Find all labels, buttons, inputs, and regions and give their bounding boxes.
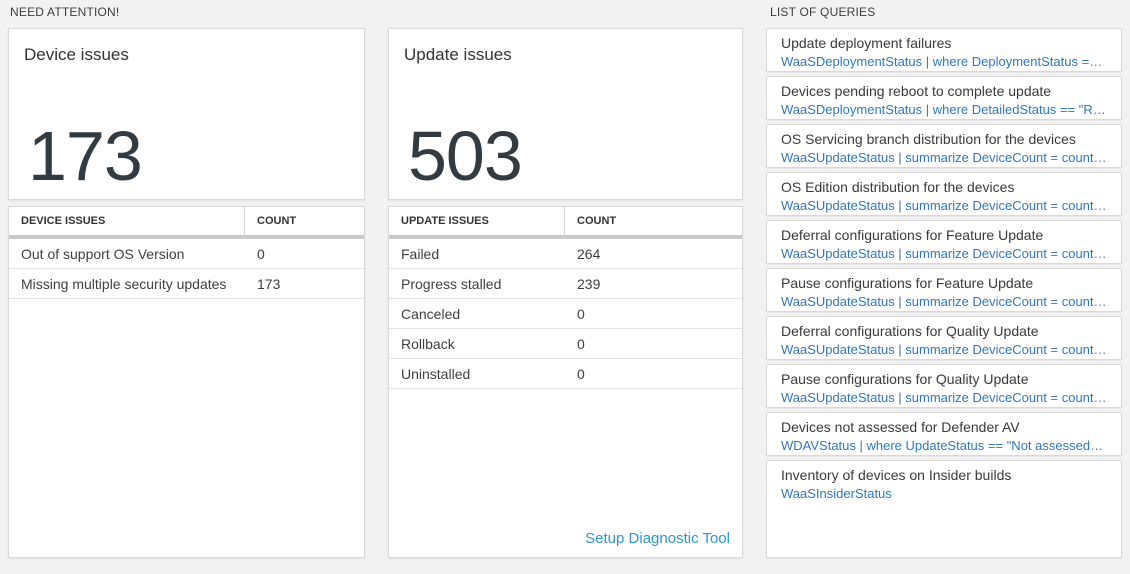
issue-label: Failed [401, 245, 440, 262]
query-code: WaaSUpdateStatus | summarize DeviceCount… [781, 342, 1107, 357]
need-attention-header: NEED ATTENTION! [10, 5, 120, 19]
issue-label: Out of support OS Version [21, 245, 185, 262]
query-title: Deferral configurations for Feature Upda… [781, 227, 1044, 243]
count-col-header: COUNT [577, 215, 617, 227]
query-code: WaaSUpdateStatus | summarize DeviceCount… [781, 246, 1107, 261]
count-col-header: COUNT [257, 215, 297, 227]
issue-label: Progress stalled [401, 275, 502, 292]
table-row[interactable]: Failed 264 [389, 239, 742, 269]
device-issues-col-header: DEVICE ISSUES [9, 207, 245, 235]
issue-label: Canceled [401, 305, 461, 322]
query-title: Devices not assessed for Defender AV [781, 419, 1020, 435]
issue-count: 264 [577, 245, 601, 262]
query-item[interactable]: Update deployment failures WaaSDeploymen… [766, 28, 1122, 72]
query-item[interactable]: Devices not assessed for Defender AV WDA… [766, 412, 1122, 456]
table-row[interactable]: Uninstalled 0 [389, 359, 742, 389]
query-title: Pause configurations for Quality Update [781, 371, 1029, 387]
update-issues-count: 503 [408, 117, 523, 195]
query-item[interactable]: Deferral configurations for Feature Upda… [766, 220, 1122, 264]
update-issues-col-header: UPDATE ISSUES [389, 207, 565, 235]
query-code: WaaSUpdateStatus | summarize DeviceCount… [781, 294, 1107, 309]
issue-count: 173 [257, 275, 281, 292]
table-row[interactable]: Missing multiple security updates 173 [9, 269, 364, 299]
issue-label: Uninstalled [401, 365, 471, 382]
update-issues-table-header: UPDATE ISSUES COUNT [389, 207, 742, 239]
device-issues-title: Device issues [24, 45, 129, 64]
issue-count: 0 [257, 245, 265, 262]
query-title: Pause configurations for Feature Update [781, 275, 1034, 291]
setup-diagnostic-tool-link[interactable]: Setup Diagnostic Tool [585, 530, 730, 547]
query-code: WaaSDeploymentStatus | where DetailedSta… [781, 102, 1107, 117]
query-item[interactable]: OS Edition distribution for the devices … [766, 172, 1122, 216]
query-code: WaaSUpdateStatus | summarize DeviceCount… [781, 150, 1107, 165]
query-list-panel: Update deployment failures WaaSDeploymen… [766, 28, 1122, 558]
issue-count: 0 [577, 305, 585, 322]
device-issues-table: DEVICE ISSUES COUNT Out of support OS Ve… [8, 206, 365, 558]
query-code: WaaSUpdateStatus | summarize DeviceCount… [781, 390, 1107, 405]
issue-count: 0 [577, 365, 585, 382]
device-issues-table-header: DEVICE ISSUES COUNT [9, 207, 364, 239]
update-issues-table: UPDATE ISSUES COUNT Failed 264 Progress … [388, 206, 743, 558]
issue-count: 0 [577, 335, 585, 352]
table-row[interactable]: Out of support OS Version 0 [9, 239, 364, 269]
query-title: OS Servicing branch distribution for the… [781, 131, 1076, 147]
update-issues-tile[interactable]: Update issues 503 [388, 28, 743, 200]
query-title: Update deployment failures [781, 35, 952, 51]
query-code: WaaSInsiderStatus [781, 486, 892, 501]
table-row[interactable]: Progress stalled 239 [389, 269, 742, 299]
device-issues-count: 173 [28, 117, 143, 195]
query-item[interactable]: Inventory of devices on Insider builds W… [766, 460, 1122, 558]
query-title: OS Edition distribution for the devices [781, 179, 1015, 195]
query-code: WaaSDeploymentStatus | where DeploymentS… [781, 54, 1107, 69]
query-title: Devices pending reboot to complete updat… [781, 83, 1052, 99]
query-item[interactable]: Pause configurations for Quality Update … [766, 364, 1122, 408]
query-title: Inventory of devices on Insider builds [781, 467, 1012, 483]
query-item[interactable]: Pause configurations for Feature Update … [766, 268, 1122, 312]
device-issues-tile[interactable]: Device issues 173 [8, 28, 365, 200]
query-title: Deferral configurations for Quality Upda… [781, 323, 1039, 339]
query-item[interactable]: Deferral configurations for Quality Upda… [766, 316, 1122, 360]
table-row[interactable]: Rollback 0 [389, 329, 742, 359]
query-code: WDAVStatus | where UpdateStatus == "Not … [781, 438, 1107, 453]
table-row[interactable]: Canceled 0 [389, 299, 742, 329]
issue-label: Rollback [401, 335, 455, 352]
query-code: WaaSUpdateStatus | summarize DeviceCount… [781, 198, 1107, 213]
query-item[interactable]: OS Servicing branch distribution for the… [766, 124, 1122, 168]
list-of-queries-header: LIST OF QUERIES [770, 5, 876, 19]
query-item[interactable]: Devices pending reboot to complete updat… [766, 76, 1122, 120]
update-issues-title: Update issues [404, 45, 512, 64]
issue-count: 239 [577, 275, 601, 292]
issue-label: Missing multiple security updates [21, 275, 227, 292]
